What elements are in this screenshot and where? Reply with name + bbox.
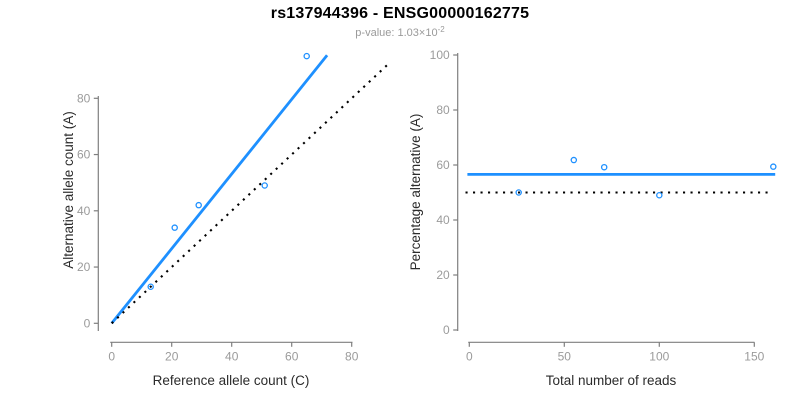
x-tick-label: 60: [285, 349, 299, 363]
data-point: [770, 163, 777, 170]
right-plot: 0 20 40 60 80 100 0 50 100 150 Total number of rea…: [408, 48, 777, 388]
pvalue-subtitle: p-value: 1.03×10-2: [0, 25, 800, 39]
y-tick-label: 0: [84, 316, 91, 330]
x-axis-title: Total number of reads: [546, 373, 677, 388]
x-tick-label: 50: [558, 349, 572, 363]
x-axis-title: Reference allele count (C): [153, 373, 310, 388]
data-point: [656, 191, 663, 199]
x-tick-label: 20: [165, 349, 179, 363]
y-tick-label: 40: [436, 213, 450, 227]
y-axis-title: Percentage alternative (A): [408, 114, 423, 271]
fitted-ratio-line: [110, 54, 329, 325]
pvalue-text: p-value: 1.03×10: [355, 27, 438, 39]
y-axis-title: Alternative allele count (A): [61, 111, 76, 269]
identity-line: [110, 63, 389, 325]
data-point: [303, 52, 310, 60]
y-tick-label: 80: [77, 91, 91, 105]
pvalue-exponent: -2: [437, 25, 445, 34]
data-point: [261, 182, 268, 189]
data-point: [171, 224, 178, 231]
page-title: rs137944396 - ENSG00000162775: [270, 5, 530, 22]
data-point: [195, 201, 202, 209]
data-point: [147, 283, 154, 290]
y-tick-label: 80: [436, 103, 450, 117]
data-point: [570, 156, 578, 164]
y-tick-label: 40: [77, 204, 91, 218]
y-tick-label: 60: [77, 148, 91, 162]
x-tick-label: 150: [744, 349, 764, 363]
left-plot: 0 20 40 60 80 0 20 40 60 80 Reference allele count…: [61, 52, 389, 388]
x-tick-label: 40: [225, 349, 239, 363]
data-point: [600, 163, 608, 171]
data-point: [515, 189, 522, 196]
x-tick-label: 0: [108, 349, 115, 363]
y-tick-label: 60: [436, 158, 450, 172]
y-tick-label: 100: [430, 48, 450, 62]
x-tick-label: 80: [345, 349, 359, 363]
x-tick-label: 100: [649, 349, 669, 363]
y-tick-label: 0: [443, 323, 450, 337]
y-tick-label: 20: [77, 260, 91, 274]
y-tick-label: 20: [436, 268, 450, 282]
x-tick-label: 0: [466, 349, 473, 363]
